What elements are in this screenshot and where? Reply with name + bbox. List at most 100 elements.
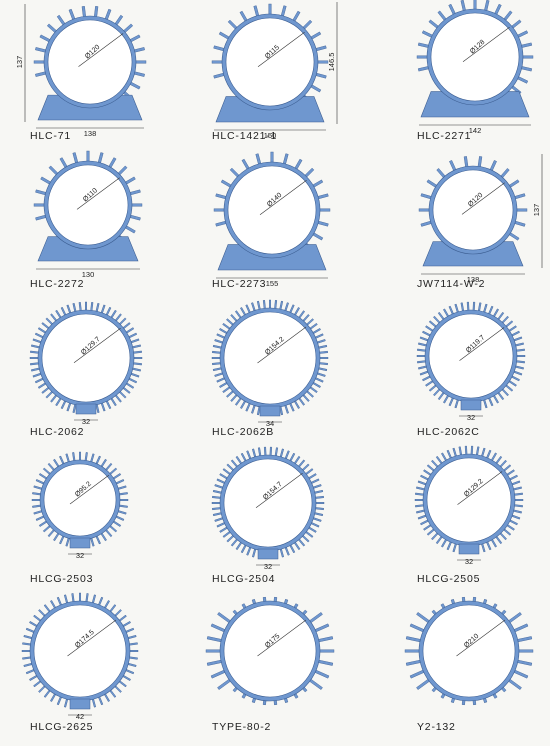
width-label: 32: [82, 417, 90, 426]
diameter-line: [456, 619, 506, 657]
profile-card: Ø140 155 HLC-2273: [200, 150, 340, 298]
housing-bore: [47, 164, 129, 246]
cooling-fins: [21, 592, 139, 708]
key-slot: [75, 403, 97, 415]
housing-bore: [47, 19, 133, 105]
model-label: HLCG-2503: [30, 573, 94, 585]
housing-bore: [426, 457, 512, 543]
diameter-line: [76, 177, 120, 210]
diameter-line: [457, 471, 503, 505]
profile-drawing: Ø175: [205, 596, 335, 706]
width-label: 34: [266, 419, 274, 428]
fin: [404, 649, 422, 653]
diameter-line: [257, 31, 305, 68]
key-slot: [69, 698, 91, 710]
model-label: HLC-2273: [212, 278, 267, 290]
height-label: 146.5: [327, 53, 336, 72]
key-slot: [460, 399, 482, 411]
profile-drawing: Ø129.732: [29, 301, 143, 426]
profile-card: Ø174.5 42 HLCG-2625: [18, 592, 158, 741]
diameter-line: [255, 472, 303, 509]
width-label: 32: [465, 557, 473, 566]
diameter-line: [257, 326, 307, 364]
fin: [516, 649, 534, 653]
model-label: Y2-132: [417, 721, 456, 733]
profile-card: Ø210 Y2-132: [404, 593, 545, 741]
diameter-line: [78, 33, 124, 67]
diameter-line: [69, 474, 109, 505]
diameter-line: [459, 327, 505, 361]
width-label: 138: [467, 275, 480, 284]
profile-card: Ø120 138 137 JW7114-W-2: [405, 150, 545, 298]
housing-bore: [422, 604, 516, 698]
housing-bore: [432, 169, 514, 251]
diameter-line: [73, 327, 121, 364]
height-label: 137: [15, 56, 24, 69]
housing-bore: [227, 165, 317, 255]
housing-bore: [225, 17, 315, 107]
key-slot: [257, 548, 279, 560]
width-label: 138: [84, 129, 97, 138]
profile-drawing: Ø95.232: [31, 451, 129, 560]
model-label: HLC-71: [30, 130, 71, 142]
key-slot: [458, 543, 480, 555]
profile-drawing: Ø210: [404, 596, 534, 706]
housing-bore: [41, 313, 131, 403]
profile-card: Ø115 150 146.5 HLC-1421-1: [200, 2, 340, 150]
profile-card: Ø154.2 34 HLC-2062B: [200, 298, 340, 446]
width-label: 32: [264, 562, 272, 571]
profile-drawing: Ø119.732: [416, 301, 526, 422]
model-label: JW7114-W-2: [417, 278, 486, 290]
profile-card: Ø129.2 32 HLCG-2505: [405, 445, 545, 593]
diameter-line: [462, 26, 510, 63]
diameter-line: [259, 179, 307, 216]
profile-card: Ø129.7 32 HLC-2062: [18, 298, 158, 446]
housing-bore: [430, 12, 520, 102]
profile-drawing: Ø174.542: [21, 592, 139, 721]
housing-bore: [33, 604, 127, 698]
width-label: 150: [264, 131, 277, 140]
key-slot: [69, 537, 91, 549]
model-label: HLC-2271: [417, 130, 472, 142]
model-label: HLCG-2625: [30, 721, 94, 733]
profile-card: Ø154.7 32 HLCG-2504: [200, 445, 340, 593]
profile-card: Ø120 138 137 HLC-71: [15, 2, 158, 150]
profile-card: Ø110 130 HLC-2272: [18, 150, 158, 298]
profile-drawing: Ø154.732: [211, 446, 325, 571]
diameter-line: [257, 619, 307, 657]
model-label: HLC-1421-1: [212, 130, 278, 142]
model-label: HLCG-2504: [212, 573, 276, 585]
fin: [205, 649, 223, 653]
profile-drawing: Ø154.234: [211, 299, 329, 428]
height-label: 137: [532, 204, 541, 217]
width-label: 32: [76, 551, 84, 560]
diameter-line: [461, 182, 505, 215]
profile-card: Ø119.7 32 HLC-2062C: [405, 298, 545, 446]
width-label: 42: [76, 712, 84, 721]
housing-bore: [428, 313, 514, 399]
housing-bore: [43, 463, 117, 537]
model-label: TYPE-80-2: [212, 721, 272, 733]
width-label: 130: [82, 270, 95, 279]
fin: [317, 649, 335, 653]
housing-bore: [223, 604, 317, 698]
key-slot: [259, 405, 281, 417]
model-label: HLC-2272: [30, 278, 85, 290]
housing-bore: [223, 311, 317, 405]
model-label: HLC-2062C: [417, 426, 480, 438]
model-label: HLCG-2505: [417, 573, 481, 585]
width-label: 155: [266, 279, 279, 288]
width-label: 142: [469, 126, 482, 135]
profile-card: Ø175 TYPE-80-2: [200, 593, 340, 741]
profile-card: Ø128 142 HLC-2271: [405, 0, 545, 150]
model-label: HLC-2062B: [212, 426, 275, 438]
width-label: 32: [467, 413, 475, 422]
profile-drawing: Ø129.232: [414, 445, 524, 566]
